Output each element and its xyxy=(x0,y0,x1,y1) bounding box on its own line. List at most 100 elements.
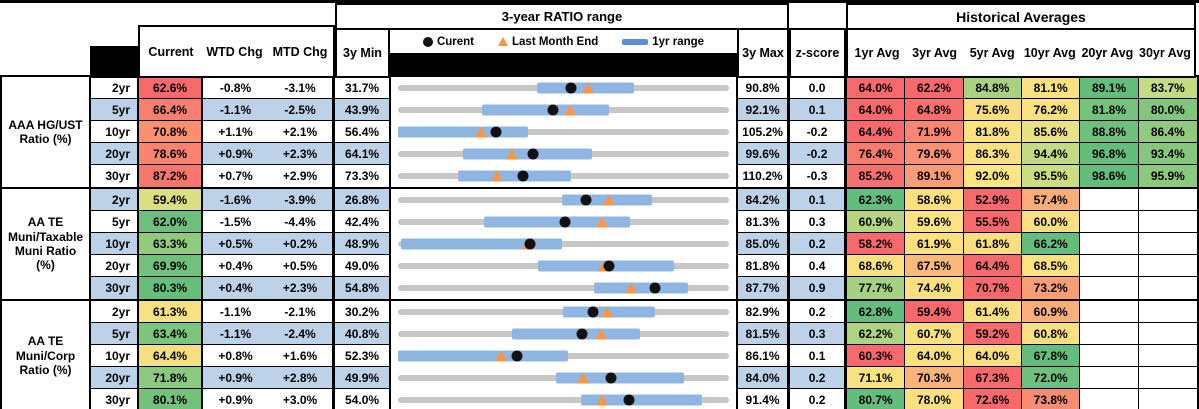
avg-cell: 72.0% xyxy=(1022,367,1081,389)
1yr-range-bar xyxy=(482,104,609,116)
mtd-chg-cell: -2.4% xyxy=(268,323,336,345)
avg-cell xyxy=(1080,211,1139,233)
tenor-cell: 5yr xyxy=(91,211,140,233)
z-score-cell: -0.2 xyxy=(790,143,848,165)
table-row: 30yr 80.1% +0.9% +3.0% 54.0% 91.4% 0.2 80.7% 78.… xyxy=(91,389,1197,409)
table-row: 10yr 70.8% +1.1% +2.1% 56.4% 105.2% -0.2 64.4% 7… xyxy=(91,121,1197,143)
avg-cell: 60.8% xyxy=(1022,323,1081,345)
3y-min-cell: 42.4% xyxy=(335,211,392,233)
legend-last-month-label: Last Month End xyxy=(512,35,599,48)
range-track xyxy=(398,328,730,340)
avg-cell: 76.4% xyxy=(847,143,906,165)
avg-cell: 68.6% xyxy=(847,255,906,277)
avg-cell: 76.2% xyxy=(1022,99,1081,121)
current-dot xyxy=(527,148,539,160)
wtd-chg-cell: -1.1% xyxy=(203,323,269,345)
avg-cell: 86.3% xyxy=(963,143,1023,165)
table-row: 10yr 63.3% +0.5% +0.2% 48.9% 85.0% 0.2 58.2% 61.… xyxy=(91,233,1197,255)
range-chart-cell xyxy=(391,255,739,277)
3y-min-cell: 43.9% xyxy=(335,99,392,121)
range-chart-cell xyxy=(391,99,739,121)
z-score-cell: 0.2 xyxy=(790,367,848,389)
20yr-avg-header: 20yr Avg xyxy=(1081,46,1134,60)
last-month-triangle xyxy=(596,394,609,406)
avg-cell: 89.1% xyxy=(905,165,964,187)
last-month-triangle xyxy=(602,194,615,206)
range-bar-icon xyxy=(622,38,649,45)
avg-cell: 73.8% xyxy=(1022,389,1081,409)
wtd-chg-cell: +1.1% xyxy=(203,121,269,143)
3y-max-cell: 86.1% xyxy=(738,345,791,367)
z-score-cell: 0.9 xyxy=(790,277,848,299)
tenor-cell: 20yr xyxy=(91,255,140,277)
1yr-range-bar xyxy=(483,216,631,228)
avg-cell xyxy=(1138,189,1197,211)
wtd-chg-cell: +0.4% xyxy=(203,277,269,299)
avg-cell: 59.4% xyxy=(905,301,964,323)
range-chart-cell xyxy=(391,77,739,99)
tenor-cell: 20yr xyxy=(91,143,140,165)
avg-cell: 85.6% xyxy=(1022,121,1081,143)
range-chart-cell xyxy=(391,143,739,165)
1yr-range-bar xyxy=(400,238,563,250)
1yr-range-bar xyxy=(398,350,569,362)
row-group-label: AA TE Muni/Taxable Muni Ratio (%) xyxy=(2,189,92,299)
avg-cell: 67.5% xyxy=(905,255,964,277)
range-track xyxy=(398,306,730,318)
3y-max-cell: 99.6% xyxy=(738,143,791,165)
3y-max-cell: 84.2% xyxy=(738,189,791,211)
mtd-chg-column-header: MTD Chg xyxy=(272,44,328,59)
change-columns-header: Current WTD Chg MTD Chg xyxy=(138,25,335,78)
avg-cell: 66.2% xyxy=(1022,233,1081,255)
tenor-cell: 10yr xyxy=(91,233,140,255)
table-section: AA TE Muni/Taxable Muni Ratio (%) 2yr 59.4… xyxy=(2,189,1197,301)
row-group-label: AA TE Muni/Corp Ratio (%) xyxy=(2,301,92,409)
range-chart-cell xyxy=(391,389,739,409)
3y-max-cell: 81.8% xyxy=(738,255,791,277)
current-dot-icon xyxy=(422,36,433,47)
range-chart-cell xyxy=(391,301,739,323)
table-row: 30yr 80.3% +0.4% +2.3% 54.8% 87.7% 0.9 77.7% 74.… xyxy=(91,277,1197,299)
table-row: 20yr 71.8% +0.9% +2.8% 49.9% 84.0% 0.2 71.1% 70.… xyxy=(91,367,1197,389)
range-track xyxy=(398,82,730,94)
avg-cell: 60.9% xyxy=(1022,301,1081,323)
table-row: 10yr 64.4% +0.8% +1.6% 52.3% 86.1% 0.1 60.3% 64.… xyxy=(91,345,1197,367)
table-row: 2yr 59.4% -1.6% -3.9% 26.8% 84.2% 0.1 62.3% 58.6… xyxy=(91,189,1197,211)
avg-cell: 67.8% xyxy=(1022,345,1081,367)
avg-cell: 70.3% xyxy=(905,367,964,389)
range-track xyxy=(398,350,730,362)
avg-cell: 64.4% xyxy=(963,255,1023,277)
z-score-cell: 0.1 xyxy=(790,345,848,367)
z-score-cell: 0.2 xyxy=(790,389,848,409)
range-track xyxy=(398,104,730,116)
z-score-column-header: z-score xyxy=(789,28,846,78)
avg-cell: 94.4% xyxy=(1022,143,1081,165)
3y-min-cell: 54.8% xyxy=(335,277,392,299)
wtd-chg-column-header: WTD Chg xyxy=(206,44,263,59)
range-track xyxy=(398,238,730,250)
z-score-cell: -0.3 xyxy=(790,165,848,187)
current-dot xyxy=(559,216,571,228)
current-cell: 69.9% xyxy=(139,255,204,277)
legend-last-month-end: Last Month End xyxy=(498,36,598,48)
avg-cell: 59.6% xyxy=(905,211,964,233)
3y-max-column-header: 3y Max xyxy=(737,28,789,78)
avg-cell: 79.6% xyxy=(905,143,964,165)
current-dot xyxy=(524,238,536,250)
avg-cell: 95.9% xyxy=(1138,165,1197,187)
mtd-chg-cell: +2.9% xyxy=(268,165,336,187)
last-month-triangle xyxy=(582,82,595,94)
3y-max-cell: 105.2% xyxy=(738,121,791,143)
3y-max-cell: 87.7% xyxy=(738,277,791,299)
avg-cell xyxy=(1080,367,1139,389)
avg-cell: 64.8% xyxy=(905,99,964,121)
avg-cell: 92.0% xyxy=(963,165,1023,187)
current-dot xyxy=(580,194,592,206)
avg-cell: 85.2% xyxy=(847,165,906,187)
wtd-chg-cell: -1.6% xyxy=(203,189,269,211)
3y-min-cell: 48.9% xyxy=(335,233,392,255)
tenor-cell: 2yr xyxy=(91,301,140,323)
avg-cell: 68.5% xyxy=(1022,255,1081,277)
avg-cell: 81.8% xyxy=(1080,99,1139,121)
